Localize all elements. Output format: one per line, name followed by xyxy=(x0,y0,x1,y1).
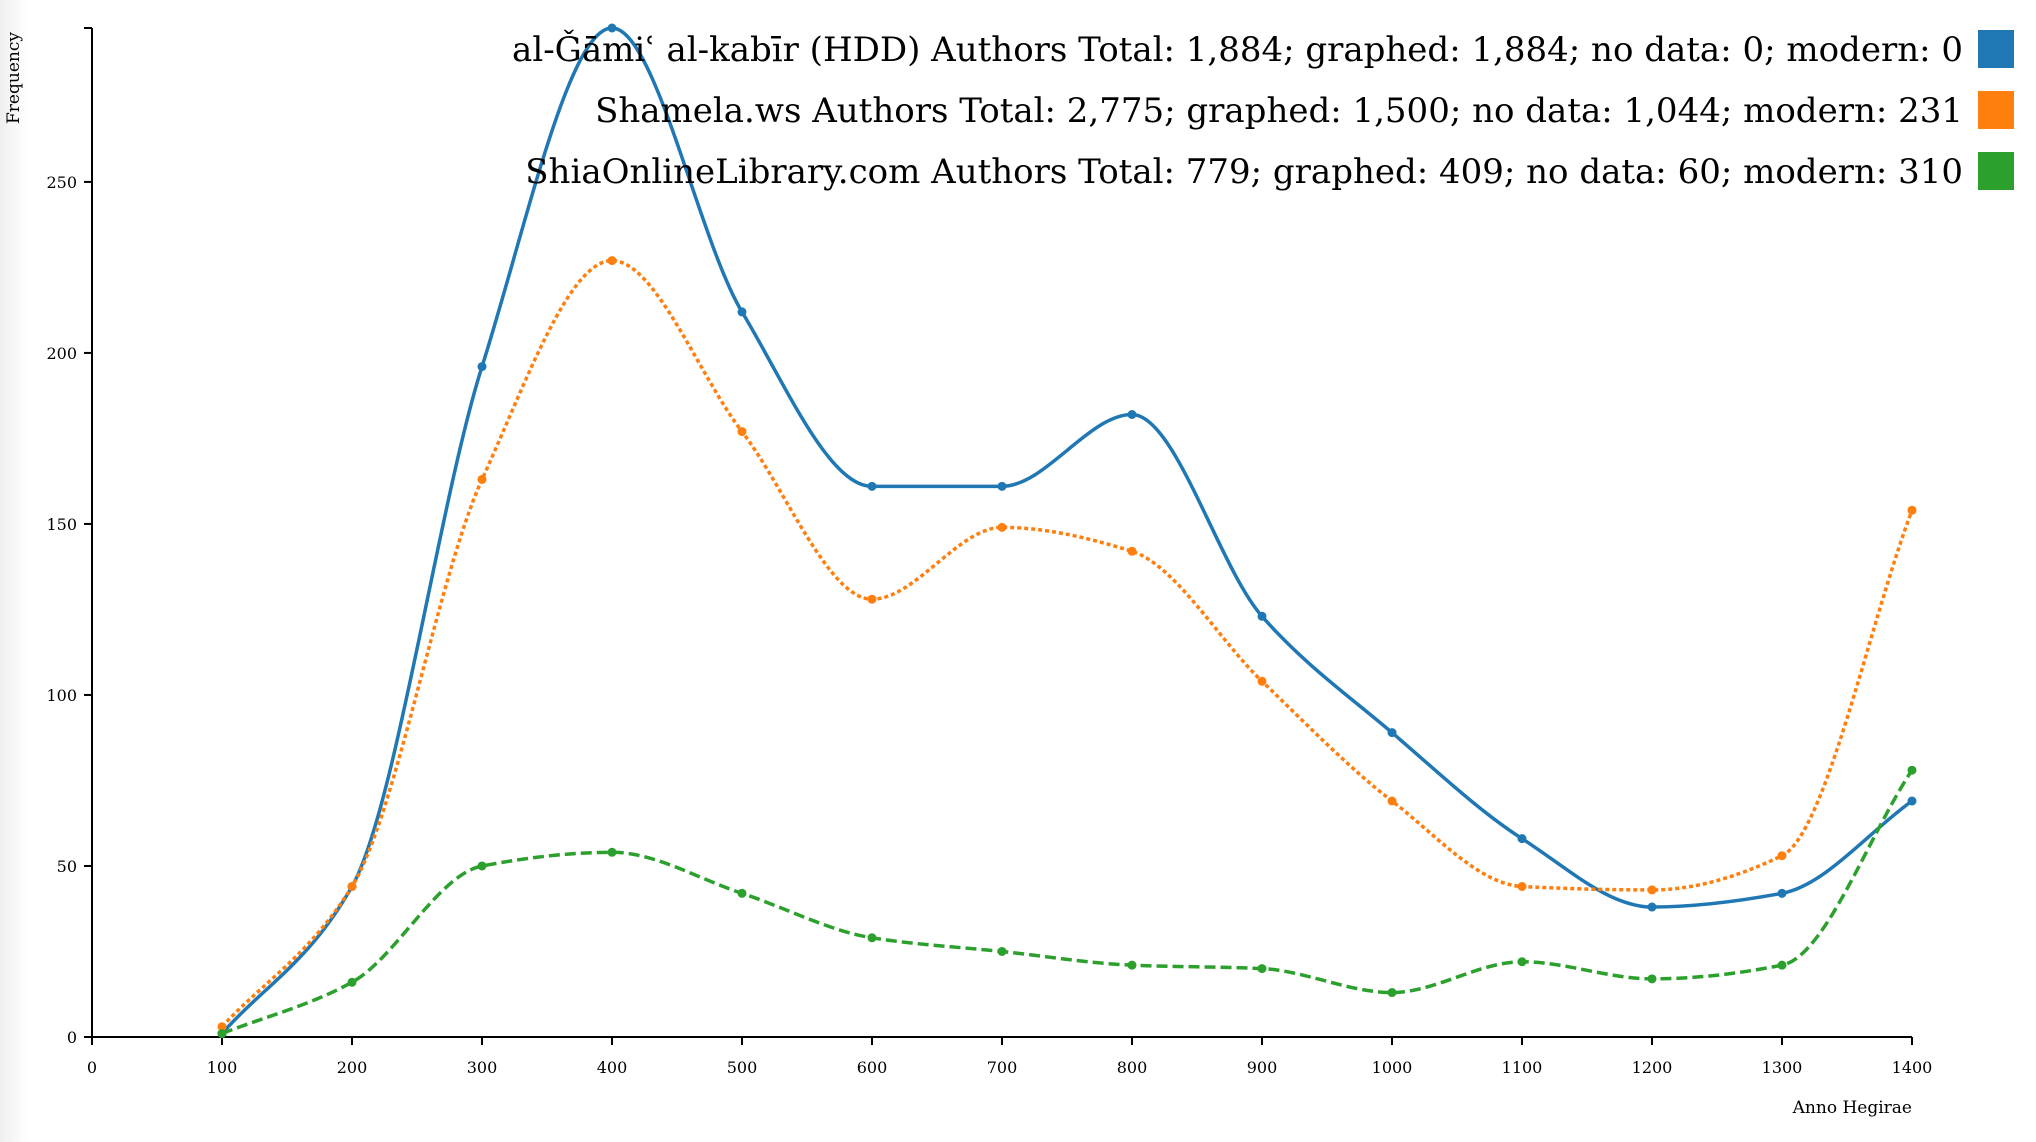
series-3-point xyxy=(1127,960,1137,970)
series-3-point xyxy=(607,847,617,857)
series-3-point xyxy=(997,946,1007,956)
series-1-point xyxy=(1777,888,1787,898)
series-3-point xyxy=(1517,957,1527,967)
x-tick-label: 100 xyxy=(207,1058,238,1077)
series-2-point xyxy=(1517,882,1527,892)
legend-swatch-1 xyxy=(1978,30,2014,68)
x-tick-label: 400 xyxy=(597,1058,628,1077)
y-axis-title: Frequency xyxy=(4,32,24,124)
x-tick-label: 900 xyxy=(1247,1058,1278,1077)
series-3-point xyxy=(1257,964,1267,974)
series-2-point xyxy=(607,256,617,266)
series-2-point xyxy=(347,882,357,892)
series-2-point xyxy=(997,522,1007,532)
legend-label-3: ShiaOnlineLibrary.com Authors Total: 779… xyxy=(525,152,1963,192)
series-3-point xyxy=(217,1029,227,1039)
series-1-point xyxy=(1517,834,1527,844)
y-tick-label: 50 xyxy=(57,857,77,876)
series-2-point xyxy=(1777,851,1787,861)
series-layer xyxy=(217,23,1917,1039)
x-tick-label: 1100 xyxy=(1502,1058,1543,1077)
legend-swatch-3 xyxy=(1978,152,2014,190)
y-tick-label: 200 xyxy=(46,344,77,363)
series-2-point xyxy=(1127,546,1137,556)
series-3-point xyxy=(867,933,877,943)
series-1-point xyxy=(1907,796,1917,806)
series-2-point xyxy=(1907,505,1917,515)
series-2-point xyxy=(217,1022,227,1032)
x-tick-label: 500 xyxy=(727,1058,758,1077)
series-3-point xyxy=(1647,974,1657,984)
series-2-point xyxy=(737,427,747,437)
series-2-point xyxy=(1387,796,1397,806)
x-tick-label: 200 xyxy=(337,1058,368,1077)
series-3-point xyxy=(1387,988,1397,998)
series-line-2 xyxy=(220,258,1914,1028)
series-2-point xyxy=(1257,676,1267,686)
series-3-point xyxy=(477,861,487,871)
series-3-point xyxy=(737,888,747,898)
series-1-point xyxy=(737,307,747,317)
x-tick-label: 1300 xyxy=(1762,1058,1803,1077)
y-tick-label: 250 xyxy=(46,173,77,192)
y-tick-label: 150 xyxy=(46,515,77,534)
series-1-point xyxy=(1257,611,1267,621)
legend: al-Ǧāmiʿ al-kabīr (HDD) Authors Total: 1… xyxy=(512,29,2014,192)
x-tick-label: 1400 xyxy=(1892,1058,1933,1077)
series-1-point xyxy=(1127,409,1137,419)
legend-swatch-2 xyxy=(1978,91,2014,129)
series-3-point xyxy=(347,977,357,987)
x-tick-label: 300 xyxy=(467,1058,498,1077)
legend-label-2: Shamela.ws Authors Total: 2,775; graphed… xyxy=(595,91,1963,131)
y-tick-label: 0 xyxy=(67,1028,77,1047)
axes-layer: 0 100 200 300 400 500 600 700 800 900 1000 1100 1200… xyxy=(46,27,1933,1077)
series-1-point xyxy=(1387,728,1397,738)
series-2-point xyxy=(1647,885,1657,895)
x-tick-label: 700 xyxy=(987,1058,1018,1077)
series-1-point xyxy=(1647,902,1657,912)
x-tick-label: 0 xyxy=(87,1058,97,1077)
x-axis-title: Anno Hegirae xyxy=(1792,1098,1912,1118)
legend-label-1: al-Ǧāmiʿ al-kabīr (HDD) Authors Total: 1… xyxy=(512,29,1963,70)
series-1-point xyxy=(477,362,487,372)
series-3-point xyxy=(1777,960,1787,970)
series-2-point xyxy=(867,594,877,604)
x-tick-label: 600 xyxy=(857,1058,888,1077)
series-line-3 xyxy=(221,769,1914,1036)
series-3-point xyxy=(1907,765,1917,775)
x-tick-label: 1000 xyxy=(1372,1058,1413,1077)
series-1-point xyxy=(607,23,617,33)
y-tick-label: 100 xyxy=(46,686,77,705)
series-2-point xyxy=(477,474,487,484)
x-tick-label: 1200 xyxy=(1632,1058,1673,1077)
x-tick-label: 800 xyxy=(1117,1058,1148,1077)
series-1-point xyxy=(867,481,877,491)
series-1-point xyxy=(997,481,1007,491)
series-line-1 xyxy=(220,26,1914,1035)
